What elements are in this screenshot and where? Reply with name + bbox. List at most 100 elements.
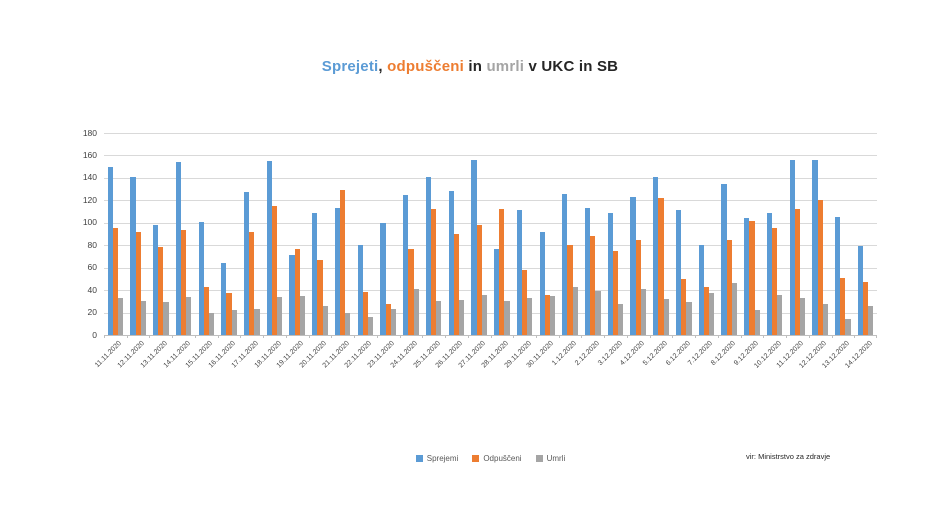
chart-title-segment: Sprejeti — [321, 58, 379, 75]
bar-umrli-9.12.2020 — [754, 310, 760, 335]
bar-odpuščeni-19.11.2020 — [294, 248, 300, 335]
bar-umrli-6.12.2020 — [686, 302, 692, 335]
bar-umrli-18.11.2020 — [277, 296, 283, 335]
bar-odpuščeni-12.11.2020 — [135, 231, 141, 335]
bar-umrli-15.11.2020 — [208, 312, 215, 335]
bar-umrli-20.11.2020 — [322, 305, 328, 335]
y-axis-label: 20 — [87, 307, 97, 318]
chart-title-segment: umrli — [486, 58, 525, 75]
y-axis-label: 0 — [92, 329, 97, 340]
bar-group-13.11.2020 — [149, 133, 172, 335]
bar-odpuščeni-9.12.2020 — [749, 220, 755, 335]
x-axis-tick — [149, 335, 151, 338]
chart-title-segment: v UKC in SB — [524, 58, 619, 75]
bar-group-29.11.2020 — [513, 133, 536, 335]
gridline — [104, 245, 877, 247]
bar-umrli-21.11.2020 — [345, 312, 351, 335]
x-axis-tick — [831, 335, 833, 338]
bar-umrli-2.12.2020 — [595, 291, 601, 335]
bar-odpuščeni-20.11.2020 — [317, 259, 323, 335]
bar-odpuščeni-17.11.2020 — [249, 231, 255, 335]
bar-umrli-12.12.2020 — [822, 303, 828, 335]
bar-odpuščeni-14.11.2020 — [180, 229, 187, 335]
bar-group-9.12.2020 — [741, 133, 764, 335]
bar-sprejemi-10.12.2020 — [766, 212, 773, 335]
legend-item-umrli: Umrli — [535, 454, 565, 463]
gridline — [104, 312, 877, 314]
gridline — [104, 177, 877, 179]
bar-sprejemi-7.12.2020 — [698, 245, 704, 335]
x-axis-tick — [581, 335, 583, 338]
gridline — [104, 290, 877, 292]
bar-group-23.11.2020 — [377, 133, 400, 335]
bar-sprejemi-29.11.2020 — [516, 210, 522, 335]
y-axis-label: 40 — [87, 284, 97, 295]
x-axis-tick — [876, 335, 877, 338]
x-axis-tick — [490, 335, 492, 338]
bar-sprejemi-9.12.2020 — [744, 218, 750, 335]
bar-odpuščeni-29.11.2020 — [522, 269, 528, 335]
bar-group-2.12.2020 — [581, 133, 604, 335]
bar-odpuščeni-10.12.2020 — [772, 228, 778, 335]
bar-umrli-22.11.2020 — [368, 317, 374, 335]
x-axis-tick — [194, 335, 196, 338]
bar-group-28.11.2020 — [491, 133, 514, 335]
source-note: vir: Ministrstvo za zdravje — [746, 452, 831, 461]
bar-group-7.12.2020 — [695, 133, 718, 335]
bar-sprejemi-12.12.2020 — [812, 159, 818, 335]
bar-umrli-14.11.2020 — [186, 296, 192, 335]
bar-group-21.11.2020 — [331, 133, 354, 335]
legend-marker-icon — [472, 455, 480, 462]
bar-sprejemi-22.11.2020 — [357, 245, 363, 335]
x-axis-tick — [354, 335, 356, 338]
x-axis-tick — [285, 335, 287, 338]
x-axis-tick — [604, 335, 606, 338]
bar-group-24.11.2020 — [400, 133, 423, 335]
bar-sprejemi-30.11.2020 — [539, 231, 545, 335]
x-axis-tick — [399, 335, 401, 338]
bar-sprejemi-13.11.2020 — [153, 225, 159, 335]
x-axis-tick — [808, 335, 810, 338]
bar-odpuščeni-7.12.2020 — [703, 286, 710, 335]
x-axis-tick — [172, 335, 174, 338]
bar-sprejemi-24.11.2020 — [403, 194, 409, 335]
bar-group-26.11.2020 — [445, 133, 468, 335]
bar-group-25.11.2020 — [422, 133, 445, 335]
bar-umrli-3.12.2020 — [618, 303, 624, 335]
bar-group-12.11.2020 — [127, 133, 150, 335]
bar-group-30.11.2020 — [536, 133, 559, 335]
bar-sprejemi-1.12.2020 — [562, 193, 568, 335]
y-axis-label: 180 — [82, 127, 97, 138]
bar-sprejemi-19.11.2020 — [289, 255, 295, 335]
bar-odpuščeni-3.12.2020 — [612, 250, 619, 335]
x-axis-tick — [717, 335, 719, 338]
legend-label: Sprejemi — [426, 454, 459, 463]
x-axis-tick — [376, 335, 378, 338]
bar-umrli-25.11.2020 — [436, 301, 442, 335]
gridline — [104, 267, 877, 269]
y-axis-label: 60 — [87, 262, 97, 273]
bar-group-1.12.2020 — [559, 133, 582, 335]
bar-group-14.11.2020 — [172, 133, 195, 335]
bar-odpuščeni-21.11.2020 — [340, 190, 346, 335]
x-axis-tick — [740, 335, 742, 338]
x-axis-tick — [467, 335, 469, 338]
bar-umrli-11.12.2020 — [800, 297, 806, 335]
bar-odpuščeni-26.11.2020 — [453, 234, 459, 335]
bar-group-27.11.2020 — [468, 133, 491, 335]
gridline — [104, 133, 877, 134]
chart-title: Sprejeti, odpuščeni in umrli v UKC in SB — [0, 58, 940, 75]
bar-umrli-12.11.2020 — [140, 301, 146, 335]
bar-umrli-10.12.2020 — [777, 294, 783, 335]
bar-odpuščeni-6.12.2020 — [681, 278, 687, 335]
bar-sprejemi-20.11.2020 — [312, 212, 318, 335]
bar-odpuščeni-13.12.2020 — [840, 277, 846, 335]
bar-group-22.11.2020 — [354, 133, 377, 335]
bar-odpuščeni-5.12.2020 — [658, 198, 664, 335]
bar-umrli-26.11.2020 — [458, 300, 465, 335]
bar-group-20.11.2020 — [309, 133, 332, 335]
x-axis-tick — [217, 335, 219, 338]
bar-odpuščeni-30.11.2020 — [544, 294, 550, 335]
bar-odpuščeni-13.11.2020 — [158, 247, 164, 335]
bar-umrli-7.12.2020 — [709, 293, 715, 335]
